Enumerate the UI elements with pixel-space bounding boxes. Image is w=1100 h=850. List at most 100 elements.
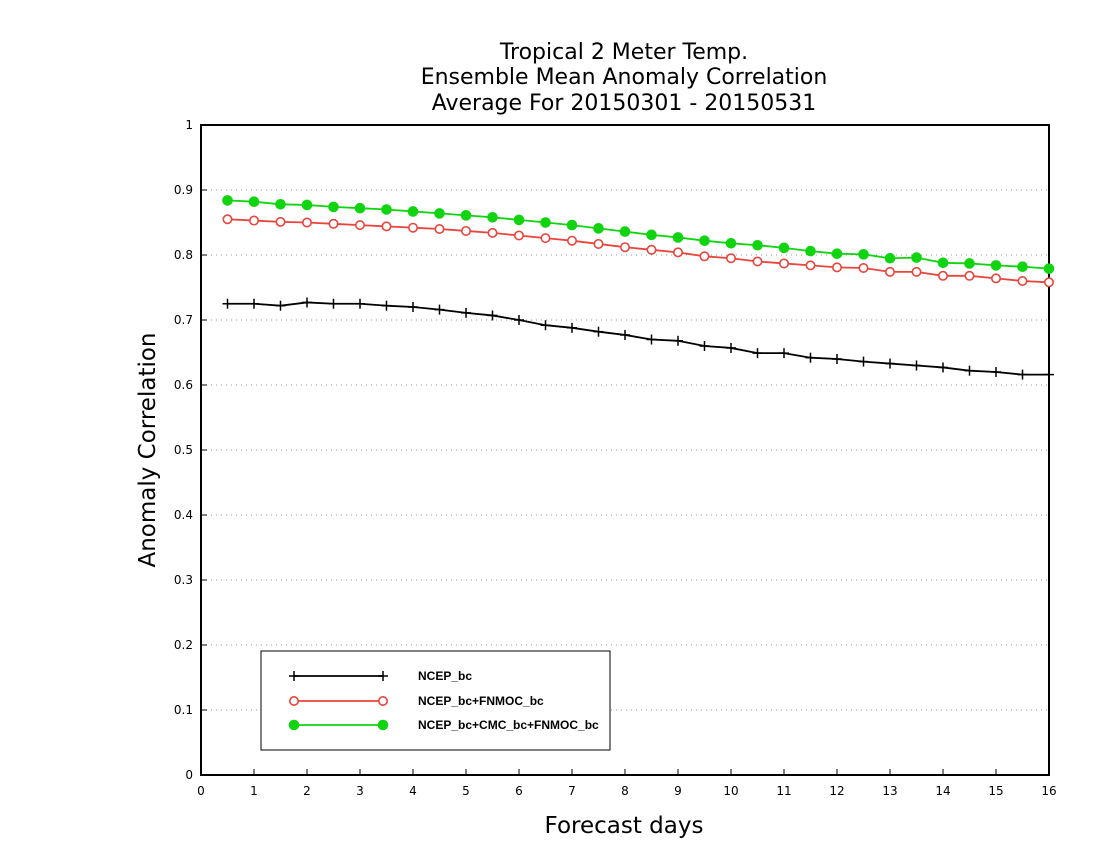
x-tick-label: 16: [1041, 784, 1056, 798]
data-point: [434, 304, 445, 315]
data-point: [778, 258, 789, 269]
data-point: [990, 273, 1001, 284]
data-point: [328, 218, 339, 229]
data-point: [1044, 277, 1055, 288]
data-point: [937, 257, 949, 269]
data-point: [540, 233, 551, 244]
data-point: [407, 206, 419, 217]
legend-entry: NCEP_bc: [289, 669, 472, 683]
data-point: [461, 307, 471, 318]
y-tick-label: 0.7: [174, 313, 193, 327]
data-point: [858, 356, 869, 367]
data-point: [222, 298, 233, 309]
x-tick-label: 10: [723, 784, 738, 798]
x-tick-label: 2: [303, 784, 311, 798]
y-tick-label: 0.6: [174, 378, 193, 392]
data-point: [301, 217, 312, 228]
data-point: [1017, 261, 1028, 273]
series-line: [227, 218, 1050, 284]
legend-marker: [288, 719, 300, 731]
data-point: [858, 262, 869, 273]
x-axis-label: Forecast days: [545, 813, 704, 839]
data-point: [726, 342, 736, 353]
data-point: [911, 252, 922, 263]
x-tick-label: 7: [568, 784, 576, 798]
data-point: [805, 352, 816, 363]
data-point: [911, 266, 922, 277]
data-point: [355, 298, 365, 309]
data-point: [275, 216, 286, 227]
data-point: [1017, 275, 1028, 286]
series-layer: [222, 195, 1055, 380]
data-point: [778, 242, 790, 254]
axes: 00.10.20.30.40.50.60.70.80.910 1 2 3 4 5 6 7 8 9 1…: [174, 118, 1057, 798]
data-point: [513, 230, 524, 241]
legend-marker: [289, 671, 299, 681]
data-point: [328, 201, 339, 213]
data-point: [938, 362, 948, 373]
x-tick-label: 11: [776, 784, 791, 798]
data-point: [487, 310, 498, 321]
data-point: [275, 199, 286, 210]
data-point: [619, 226, 631, 237]
data-point: [884, 266, 895, 277]
data-point: [991, 367, 1001, 377]
legend-marker: [377, 719, 389, 731]
data-point: [460, 210, 472, 221]
x-tick-label: 6: [515, 784, 523, 798]
data-point: [566, 235, 577, 246]
data-point: [832, 354, 842, 364]
legend-marker: [378, 671, 388, 681]
data-point: [302, 297, 312, 308]
y-tick-label: 0.1: [174, 703, 193, 717]
legend-label: NCEP_bc: [418, 669, 472, 683]
data-point: [937, 270, 948, 281]
data-point: [831, 248, 843, 259]
data-point: [805, 260, 816, 271]
data-point: [1017, 369, 1028, 380]
y-tick-label: 0.5: [174, 443, 193, 457]
data-point: [619, 242, 630, 253]
data-point: [593, 326, 604, 337]
data-point: [593, 238, 604, 249]
data-point: [540, 217, 551, 228]
x-tick-label: 9: [674, 784, 682, 798]
data-point: [540, 320, 551, 331]
y-tick-label: 0.8: [174, 248, 193, 262]
y-tick-label: 1: [185, 118, 193, 132]
data-point: [831, 262, 842, 273]
series-2: [222, 214, 1055, 288]
x-tick-label: 5: [462, 784, 470, 798]
data-point: [354, 202, 366, 214]
legend-marker: [288, 695, 299, 706]
data-point: [593, 223, 604, 234]
chart-title-line-3: Average For 20150301 - 20150531: [432, 91, 817, 116]
y-axis-label: Anomaly Correlation: [135, 332, 161, 567]
data-point: [487, 227, 498, 238]
data-point: [646, 334, 657, 345]
data-point: [805, 245, 816, 257]
data-point: [646, 244, 657, 255]
chart-title-line-2: Ensemble Mean Anomaly Correlation: [421, 65, 828, 90]
data-point: [725, 253, 736, 264]
y-tick-label: 0.4: [174, 508, 193, 522]
data-point: [222, 214, 233, 225]
data-point: [381, 221, 392, 232]
data-point: [301, 199, 313, 211]
data-point: [699, 251, 710, 262]
data-point: [620, 329, 630, 340]
x-tick-label: 3: [356, 784, 364, 798]
data-point: [514, 315, 524, 325]
x-tick-label: 4: [409, 784, 417, 798]
series-line: [227, 301, 1049, 376]
data-point: [964, 270, 975, 281]
data-point: [275, 300, 286, 311]
data-point: [567, 322, 577, 333]
data-point: [434, 224, 445, 235]
data-point: [434, 208, 445, 219]
data-point: [752, 239, 763, 251]
data-point: [884, 252, 896, 264]
legend-label: NCEP_bc+FNMOC_bc: [418, 694, 544, 708]
grid: [201, 189, 1049, 711]
data-point: [566, 219, 578, 231]
